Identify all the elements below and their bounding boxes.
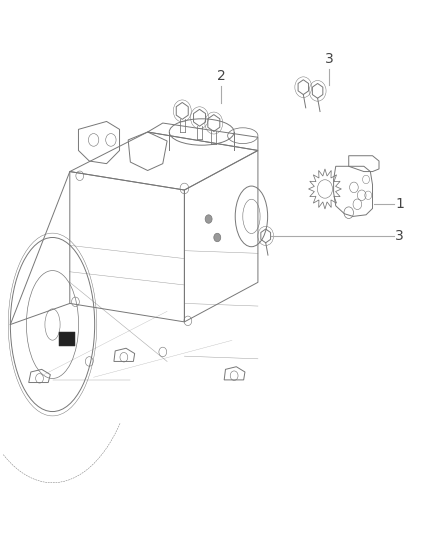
Text: 1: 1 xyxy=(396,197,404,211)
Text: 2: 2 xyxy=(217,69,226,83)
Circle shape xyxy=(205,215,212,223)
Bar xyxy=(59,333,75,345)
Text: 3: 3 xyxy=(325,52,334,66)
Text: 3: 3 xyxy=(396,229,404,243)
Circle shape xyxy=(214,233,221,241)
